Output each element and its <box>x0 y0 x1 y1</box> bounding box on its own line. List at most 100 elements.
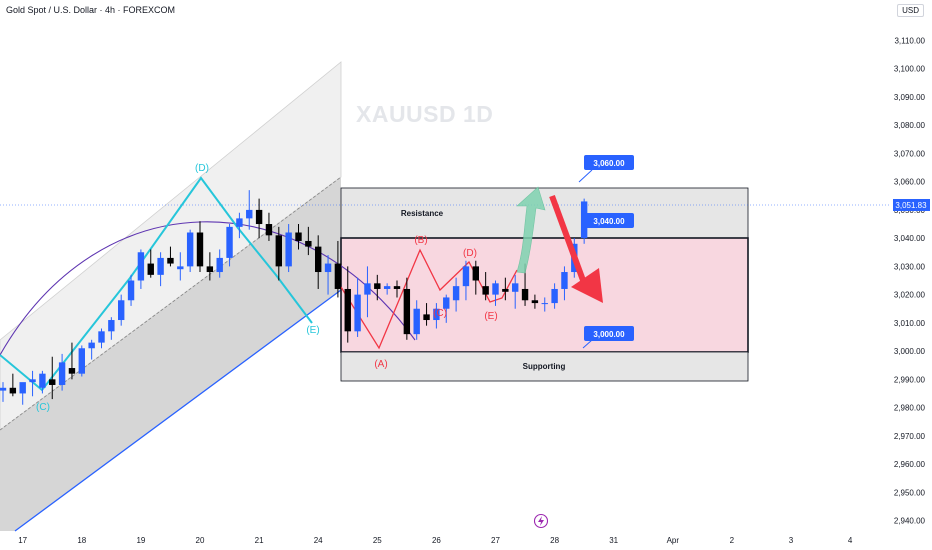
channel-lower-band <box>0 177 341 531</box>
candle-body <box>561 272 568 289</box>
candle <box>29 370 36 397</box>
candle-body <box>531 300 539 304</box>
price-axis[interactable]: 2,940.00 2,950.00 2,960.00 2,970.00 2,980.00… <box>894 37 926 526</box>
candle <box>265 212 273 241</box>
price-tick-label: 3,090.00 <box>894 93 926 102</box>
candle-body <box>285 232 292 267</box>
candle-body <box>29 379 36 383</box>
candle <box>344 266 351 343</box>
time-tick-label: 19 <box>136 536 145 545</box>
candle-body <box>236 218 243 227</box>
candle <box>462 260 470 301</box>
price-tick-label: 3,040.00 <box>894 234 926 243</box>
candle-body <box>443 297 450 309</box>
time-tick-label: 31 <box>609 536 618 545</box>
candle-body <box>118 300 125 321</box>
current-price-tag: 3,051.83 <box>893 199 930 211</box>
candles-group <box>0 190 588 405</box>
candle-body <box>127 280 135 301</box>
callout-3060[interactable]: 3,060.00 <box>578 155 634 183</box>
price-tick-label: 3,080.00 <box>894 121 926 130</box>
candle-body <box>216 257 223 273</box>
price-tick-label: 3,010.00 <box>894 319 926 328</box>
candle <box>177 252 184 281</box>
price-tick-label: 3,020.00 <box>894 291 926 300</box>
candle <box>19 382 26 405</box>
price-tick-label: 2,950.00 <box>894 488 926 497</box>
candle <box>324 255 332 295</box>
candle-body <box>147 263 154 275</box>
price-tick-label: 2,970.00 <box>894 432 926 441</box>
candle <box>137 249 145 289</box>
candle <box>255 198 263 239</box>
candle <box>206 252 214 281</box>
candle <box>512 274 519 309</box>
time-tick-label: 24 <box>314 536 323 545</box>
resistance-zone[interactable] <box>340 187 749 239</box>
time-tick-label: 26 <box>432 536 441 545</box>
callout-3040-label: 3,040.00 <box>593 217 625 226</box>
candle-body <box>305 240 312 247</box>
candle <box>68 342 76 380</box>
candle-body <box>49 379 56 385</box>
support-zone[interactable] <box>340 351 749 382</box>
candle <box>393 280 401 298</box>
callout-3040[interactable]: 3,040.00 <box>582 213 634 233</box>
red-wave <box>340 248 518 350</box>
candle <box>9 373 17 397</box>
current-price-label: 3,051.83 <box>895 201 927 210</box>
candle <box>452 277 460 312</box>
time-tick-label: 3 <box>789 536 794 545</box>
flash-icon[interactable] <box>533 513 549 529</box>
candle <box>226 224 233 267</box>
candle <box>167 246 174 267</box>
candle <box>531 294 539 309</box>
candle-body <box>98 331 105 343</box>
candle <box>492 280 499 306</box>
candle-body <box>462 266 470 287</box>
teal-wave-label-e: (E) <box>306 325 319 336</box>
candle <box>413 300 420 340</box>
candle-body <box>196 232 204 267</box>
candle-body <box>19 382 26 394</box>
candle-body <box>383 286 391 289</box>
candle-body <box>315 246 322 273</box>
candle <box>216 249 223 278</box>
candle-body <box>324 263 332 273</box>
candle <box>561 266 568 301</box>
candle-body <box>177 266 184 270</box>
candle <box>374 274 381 301</box>
rounding-arc <box>0 221 416 356</box>
candle <box>551 283 558 309</box>
callout-3000[interactable]: 3,000.00 <box>582 326 634 349</box>
candle <box>295 224 302 250</box>
candle-body <box>502 288 509 292</box>
candle-body <box>492 283 499 295</box>
currency-button[interactable]: USD <box>897 4 924 17</box>
candle-body <box>206 266 214 273</box>
candle <box>88 339 95 360</box>
red-wave-label-c: (C) <box>433 308 447 319</box>
price-tick-label: 3,070.00 <box>894 149 926 158</box>
candle-body <box>521 288 529 301</box>
candle-body <box>452 286 460 301</box>
red-wave-label-e: (E) <box>484 311 497 322</box>
callout-3000-label: 3,000.00 <box>593 330 625 339</box>
channel-support-line[interactable] <box>14 289 342 532</box>
candle <box>334 240 342 298</box>
candle <box>403 277 411 340</box>
time-tick-label: 4 <box>848 536 853 545</box>
candle-body <box>364 283 371 295</box>
candle <box>157 252 164 287</box>
candle-body <box>413 308 420 335</box>
range-zone[interactable] <box>340 237 749 353</box>
candle-body <box>108 320 115 332</box>
time-tick-label: 17 <box>18 536 27 545</box>
candle-body <box>541 303 548 305</box>
candle-body <box>512 283 519 292</box>
candle-body <box>246 209 253 219</box>
resistance-label: Resistance <box>401 209 444 218</box>
candle <box>78 345 85 377</box>
time-axis[interactable]: 17 18 19 20 21 24 25 26 27 28 31 Apr 2 3 4 <box>18 536 853 545</box>
